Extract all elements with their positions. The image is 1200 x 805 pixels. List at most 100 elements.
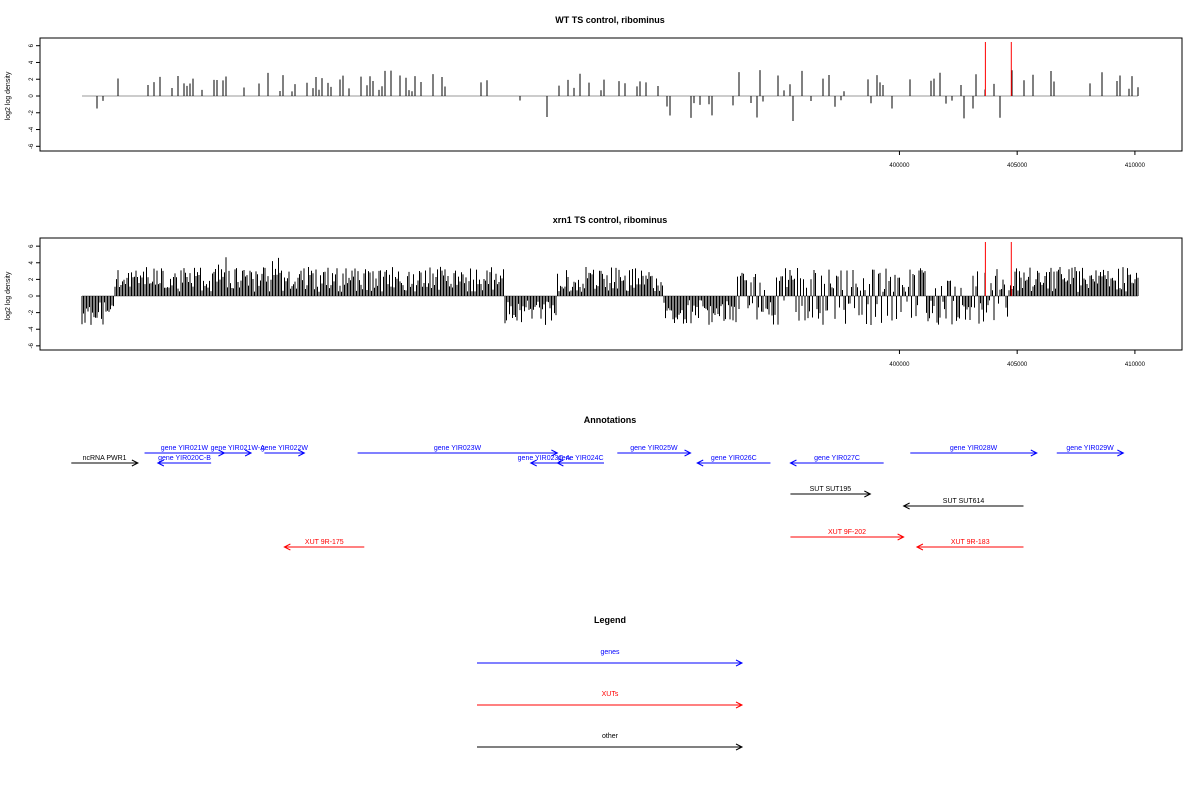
annotation-feature: gene YIR027C: [789, 455, 884, 467]
wt-track-title: WT TS control, ribominus: [555, 15, 665, 25]
annotation-feature: gene YIR021W: [144, 445, 226, 457]
annotation-arrowhead: [551, 449, 559, 457]
annotation-feature: XUT 9F-202: [790, 529, 905, 541]
legend-title: Legend: [594, 615, 626, 625]
annotations-panel: Annotations ncRNA PWR1 gene YIR020C-Bgene…: [71, 415, 1125, 551]
legend-label: genes: [600, 649, 620, 656]
annotation-label: XUT 9R-175: [305, 539, 344, 546]
annotation-label: ncRNA PWR1: [83, 455, 127, 462]
annotation-label: gene YIR028W: [950, 445, 998, 452]
annotation-label: gene YIR023W: [434, 445, 482, 452]
wt-track-ylabel: log2 log density: [5, 71, 12, 120]
annotation-feature: gene YIR025W: [617, 445, 692, 457]
annotation-feature: gene YIR020C-B: [156, 455, 211, 467]
annotation-label: gene YIR021W: [161, 445, 209, 452]
xrn1-track-markers: [984, 242, 1012, 296]
annotation-arrowhead: [1117, 449, 1125, 457]
wt-track-yaxis: 6 4 2 0 -2 -4 -6: [29, 43, 40, 149]
annotation-feature: gene YIR028W: [910, 445, 1038, 457]
y-tick-label: 2: [29, 77, 35, 81]
annotation-label: gene YIR026C: [711, 455, 757, 462]
annotations-title: Annotations: [584, 415, 637, 425]
wt-track-panel: WT TS control, ribominus log2 log densit…: [5, 15, 1183, 169]
legend-entry: other: [477, 733, 744, 751]
xrn1-track-panel: xrn1 TS control, ribominus log2 log dens…: [5, 215, 1183, 368]
annotation-feature: gene YIR023W: [357, 445, 559, 457]
xrn1-track-bars: [81, 257, 1139, 325]
wt-track-bars: [82, 70, 1139, 121]
annotation-label: gene YIR020C-B: [158, 455, 211, 462]
annotation-arrowhead: [789, 459, 797, 467]
x-tick-label: 400000: [889, 362, 910, 368]
annotation-arrowhead: [556, 459, 564, 467]
legend-label: other: [602, 733, 619, 740]
annotation-arrowhead: [298, 449, 306, 457]
annotation-feature: gene YIR022W: [261, 445, 309, 457]
annotation-label: gene YIR029W: [1066, 445, 1114, 452]
legend-arrowhead: [735, 743, 744, 751]
legend-panel: Legend genes XUTs other: [477, 615, 744, 751]
x-tick-label: 405000: [1007, 362, 1028, 368]
annotation-arrowhead: [529, 459, 537, 467]
annotation-label: SUT SUT195: [810, 486, 852, 493]
y-tick-label: -4: [29, 326, 35, 332]
annotation-label: gene YIR021W-A: [211, 445, 266, 452]
annotation-label: gene YIR027C: [814, 455, 860, 462]
annotation-feature: gene YIR024C: [556, 455, 604, 467]
y-tick-label: -2: [29, 109, 35, 115]
y-tick-label: -6: [29, 343, 35, 349]
x-tick-label: 405000: [1007, 163, 1028, 169]
annotation-arrowhead: [684, 449, 692, 457]
y-tick-label: 6: [29, 244, 35, 248]
annotation-arrowhead: [244, 449, 253, 457]
wt-track-markers: [984, 42, 1012, 96]
annotation-arrowhead: [218, 449, 226, 457]
y-tick-label: 4: [29, 260, 35, 264]
annotation-label: gene YIR025W: [630, 445, 678, 452]
annotation-feature: SUT SUT195: [790, 486, 872, 498]
annotation-feature: gene YIR023C-A: [518, 455, 571, 467]
annotation-arrowhead: [696, 459, 704, 467]
y-tick-label: 6: [29, 43, 35, 47]
annotation-arrowhead: [131, 459, 139, 467]
annotation-label: XUT 9R-183: [951, 539, 990, 546]
legend-label: XUTs: [602, 691, 619, 698]
annotation-feature: ncRNA PWR1: [71, 455, 139, 467]
y-tick-label: 2: [29, 277, 35, 281]
annotation-arrowhead: [283, 543, 291, 551]
wt-track-xaxis: 400000 405000 410000: [889, 151, 1146, 169]
xrn1-track-plot-frame: [39, 237, 1183, 351]
wt-track-plot-frame: [39, 37, 1183, 152]
y-tick-label: -4: [29, 126, 35, 132]
x-tick-label: 410000: [1125, 362, 1146, 368]
xrn1-track-title: xrn1 TS control, ribominus: [553, 215, 668, 225]
annotation-label: gene YIR022W: [261, 445, 309, 452]
annotation-label: gene YIR023C-A: [518, 455, 571, 462]
annotation-feature: XUT 9R-183: [915, 539, 1024, 551]
legend-entry: genes: [477, 649, 744, 667]
legend-entry: XUTs: [477, 691, 744, 709]
y-tick-label: 4: [29, 60, 35, 64]
y-tick-label: -6: [29, 143, 35, 149]
y-tick-label: 0: [29, 294, 35, 298]
annotation-arrowhead: [864, 490, 872, 498]
xrn1-track-yaxis: 6 4 2 0 -2 -4 -6: [29, 244, 40, 349]
annotation-arrowhead: [1030, 449, 1038, 457]
x-tick-label: 400000: [889, 163, 910, 169]
annotation-feature: gene YIR029W: [1056, 445, 1125, 457]
annotation-feature: XUT 9R-175: [283, 539, 365, 551]
y-tick-label: -2: [29, 309, 35, 315]
xrn1-track-xaxis: 400000 405000 410000: [889, 350, 1146, 368]
annotation-arrowhead: [915, 543, 924, 551]
annotation-arrowhead: [897, 533, 905, 541]
annotation-arrowhead: [156, 459, 165, 467]
xrn1-track-ylabel: log2 log density: [5, 271, 12, 320]
annotation-label: gene YIR024C: [558, 455, 604, 462]
legend-arrowhead: [735, 701, 744, 709]
annotation-feature: gene YIR021W-A: [211, 445, 266, 457]
annotation-label: SUT SUT614: [943, 498, 985, 505]
annotation-arrowhead: [902, 502, 910, 510]
x-tick-label: 410000: [1125, 163, 1146, 169]
